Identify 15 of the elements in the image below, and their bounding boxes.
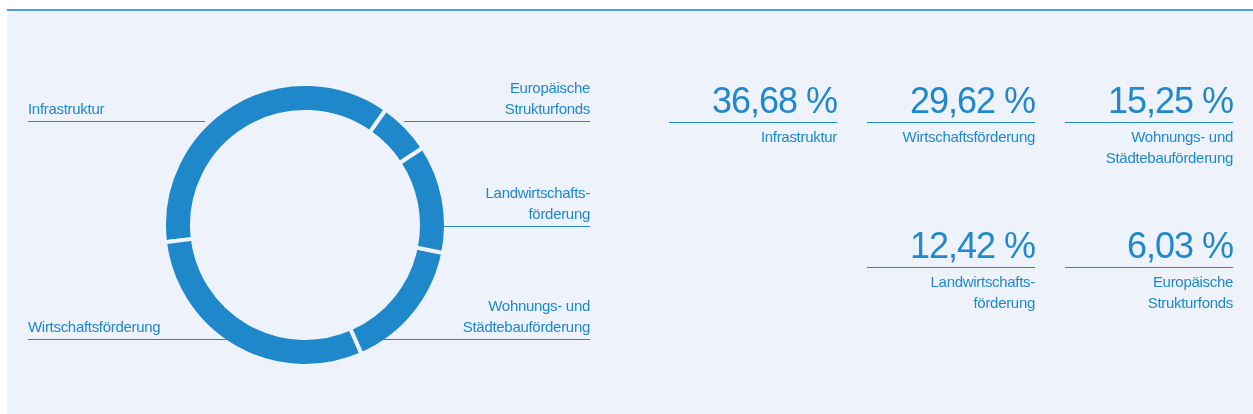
slice-label: Wirtschaftsförderung — [28, 317, 161, 337]
text: 12,42 % — [909, 225, 1035, 266]
category-label: Wirtschaftsförderung — [902, 127, 1035, 147]
slice-label: Landwirtschafts- förderung — [485, 183, 590, 224]
slice-label: Infrastruktur — [28, 99, 105, 119]
text: 15,25 % — [1107, 80, 1233, 121]
category-label: Europäische Strukturfonds — [1147, 272, 1233, 313]
text: 6,03 % — [1126, 225, 1233, 266]
text: 29,62 % — [909, 80, 1035, 121]
category-label: Infrastruktur — [760, 127, 837, 147]
slice-label: Europäische Strukturfonds — [504, 78, 590, 119]
slice-label: Wohnungs- und Städtebauförderung — [462, 296, 590, 337]
category-label: Wohnungs- und Städtebauförderung — [1105, 127, 1233, 168]
category-label: Landwirtschafts- förderung — [930, 272, 1035, 313]
text: 36,68 % — [711, 80, 837, 121]
